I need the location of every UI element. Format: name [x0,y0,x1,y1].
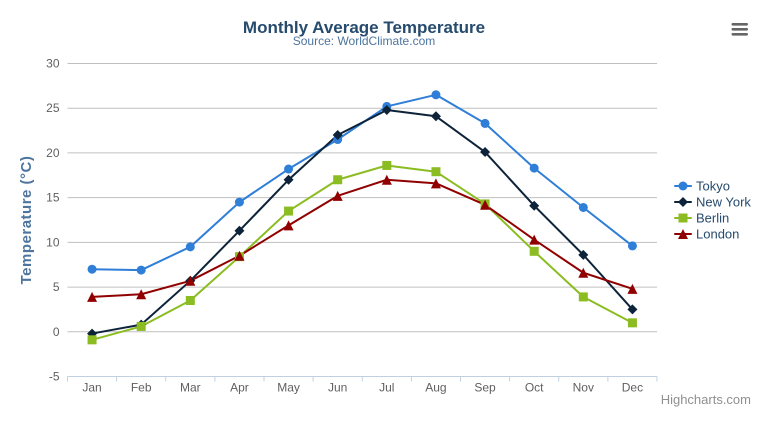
svg-text:Nov: Nov [573,381,594,395]
svg-text:Apr: Apr [230,381,249,395]
svg-text:Temperature (°C): Temperature (°C) [18,156,35,285]
svg-text:Sep: Sep [474,381,496,395]
svg-text:Tokyo: Tokyo [696,179,730,194]
svg-text:15: 15 [46,191,60,205]
svg-text:London: London [696,227,739,242]
svg-text:Oct: Oct [525,381,544,395]
svg-text:20: 20 [46,146,60,160]
svg-text:0: 0 [53,325,60,339]
svg-text:New York: New York [696,195,751,210]
svg-text:Dec: Dec [622,381,643,395]
svg-text:10: 10 [46,235,60,249]
svg-text:-5: -5 [49,370,60,384]
svg-text:Jul: Jul [379,381,394,395]
svg-text:30: 30 [46,57,60,71]
svg-text:Berlin: Berlin [696,211,729,226]
svg-text:25: 25 [46,101,60,115]
svg-text:May: May [277,381,300,395]
svg-text:Highcharts.com: Highcharts.com [661,392,751,407]
svg-text:Jun: Jun [328,381,347,395]
svg-text:Mar: Mar [180,381,201,395]
svg-text:Monthly Average Temperature: Monthly Average Temperature [243,18,485,37]
svg-text:Aug: Aug [425,381,446,395]
svg-text:Jan: Jan [82,381,101,395]
svg-text:5: 5 [53,280,60,294]
svg-text:Source: WorldClimate.com: Source: WorldClimate.com [293,34,436,48]
svg-text:Feb: Feb [131,381,152,395]
